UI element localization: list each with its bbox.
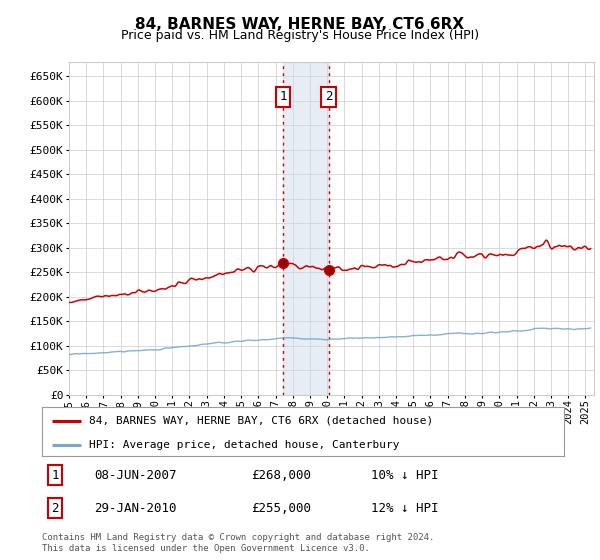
Text: 1: 1: [280, 90, 287, 103]
Text: 08-JUN-2007: 08-JUN-2007: [94, 469, 177, 482]
Text: 2: 2: [52, 502, 59, 515]
Bar: [283, 62, 329, 395]
Text: 2: 2: [325, 90, 332, 103]
Text: £255,000: £255,000: [251, 502, 311, 515]
Text: 29-JAN-2010: 29-JAN-2010: [94, 502, 177, 515]
Text: Price paid vs. HM Land Registry's House Price Index (HPI): Price paid vs. HM Land Registry's House …: [121, 29, 479, 42]
Text: 84, BARNES WAY, HERNE BAY, CT6 6RX: 84, BARNES WAY, HERNE BAY, CT6 6RX: [136, 17, 464, 32]
Text: Contains HM Land Registry data © Crown copyright and database right 2024.
This d: Contains HM Land Registry data © Crown c…: [42, 533, 434, 553]
Text: 84, BARNES WAY, HERNE BAY, CT6 6RX (detached house): 84, BARNES WAY, HERNE BAY, CT6 6RX (deta…: [89, 416, 433, 426]
Text: 1: 1: [52, 469, 59, 482]
Text: 10% ↓ HPI: 10% ↓ HPI: [371, 469, 439, 482]
Text: 12% ↓ HPI: 12% ↓ HPI: [371, 502, 439, 515]
Text: £268,000: £268,000: [251, 469, 311, 482]
Text: HPI: Average price, detached house, Canterbury: HPI: Average price, detached house, Cant…: [89, 440, 400, 450]
